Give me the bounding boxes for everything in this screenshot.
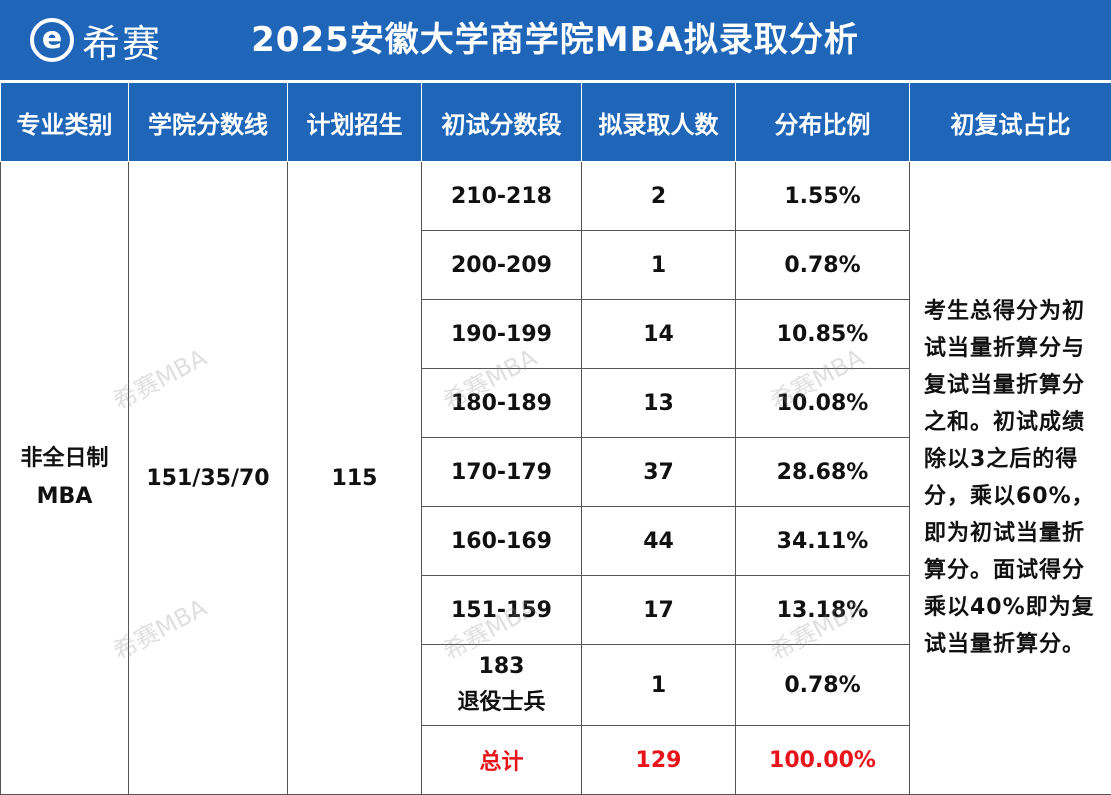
total-row: 总计 129 100.00% <box>1 725 1111 795</box>
header-bar: e 希赛 2025安徽大学商学院MBA拟录取分析 <box>0 0 1111 80</box>
total-ratio: 100.00% <box>735 725 910 795</box>
ratio-cell: 0.78% <box>735 644 910 726</box>
veteran-label: 退役士兵 <box>457 690 546 715</box>
plan-cell: 115 <box>287 161 422 795</box>
brand-name: 希赛 <box>82 21 163 66</box>
veteran-range-cell: 183 退役士兵 <box>421 644 582 726</box>
col-header-cutoff: 学院分数线 <box>128 82 288 162</box>
weight-note-cell: 考生总得分为初试当量折算分与复试当量折算分之和。初试成绩 除以3之后的得分，乘以… <box>909 161 1111 795</box>
ratio-cell: 34.11% <box>735 506 910 576</box>
table-header-row: 专业类别 学院分数线 计划招生 初试分数段 拟录取人数 分布比例 初复试占比 <box>0 82 1111 162</box>
col-header-admit-count: 拟录取人数 <box>581 82 736 162</box>
admit-count-cell: 44 <box>581 506 736 576</box>
col-header-ratio: 分布比例 <box>735 82 910 162</box>
category-cell: 非全日制 MBA <box>0 161 129 795</box>
score-range-cell: 210-218 <box>421 161 582 231</box>
header-divider <box>0 80 1111 82</box>
ratio-cell: 13.18% <box>735 575 910 645</box>
table-row: 200-209 1 0.78% <box>1 230 1111 300</box>
score-range-cell: 190-199 <box>421 299 582 369</box>
page-title: 2025安徽大学商学院MBA拟录取分析 <box>251 20 859 60</box>
veteran-score: 183 <box>478 654 525 679</box>
admit-count-cell: 2 <box>581 161 736 231</box>
col-header-score-range: 初试分数段 <box>421 82 582 162</box>
table-row: 160-169 44 34.11% <box>1 506 1111 576</box>
admit-count-cell: 1 <box>581 230 736 300</box>
admit-count-cell: 37 <box>581 437 736 507</box>
cutoff-cell: 151/35/70 <box>128 161 288 795</box>
score-range-cell: 200-209 <box>421 230 582 300</box>
ratio-cell: 10.85% <box>735 299 910 369</box>
table-row: 180-189 13 10.08% <box>1 368 1111 438</box>
table-row: 170-179 37 28.68% <box>1 437 1111 507</box>
admit-count-cell: 13 <box>581 368 736 438</box>
category-line2: MBA <box>36 484 93 509</box>
category-line1: 非全日制 <box>20 446 109 471</box>
total-label: 总计 <box>421 725 582 795</box>
ratio-cell: 28.68% <box>735 437 910 507</box>
total-count: 129 <box>581 725 736 795</box>
col-header-category: 专业类别 <box>0 82 129 162</box>
score-range-cell: 151-159 <box>421 575 582 645</box>
ratio-cell: 1.55% <box>735 161 910 231</box>
admit-count-cell: 17 <box>581 575 736 645</box>
table-row: 151-159 17 13.18% <box>1 575 1111 645</box>
score-range-cell: 160-169 <box>421 506 582 576</box>
brand-logo: e 希赛 <box>30 14 162 66</box>
score-range-cell: 180-189 <box>421 368 582 438</box>
admit-count-cell: 14 <box>581 299 736 369</box>
table-row: 190-199 14 10.85% <box>1 299 1111 369</box>
score-range-cell: 170-179 <box>421 437 582 507</box>
col-header-plan: 计划招生 <box>287 82 422 162</box>
admission-table: 专业类别 学院分数线 计划招生 初试分数段 拟录取人数 分布比例 初复试占比 非… <box>0 82 1111 795</box>
ratio-cell: 10.08% <box>735 368 910 438</box>
ratio-cell: 0.78% <box>735 230 910 300</box>
col-header-weight: 初复试占比 <box>909 82 1111 162</box>
admit-count-cell: 1 <box>581 644 736 726</box>
table-row: 非全日制 MBA 151/35/70 115 210-218 2 1.55% 考… <box>0 161 1111 795</box>
e-circle-logo-icon: e <box>30 18 74 62</box>
